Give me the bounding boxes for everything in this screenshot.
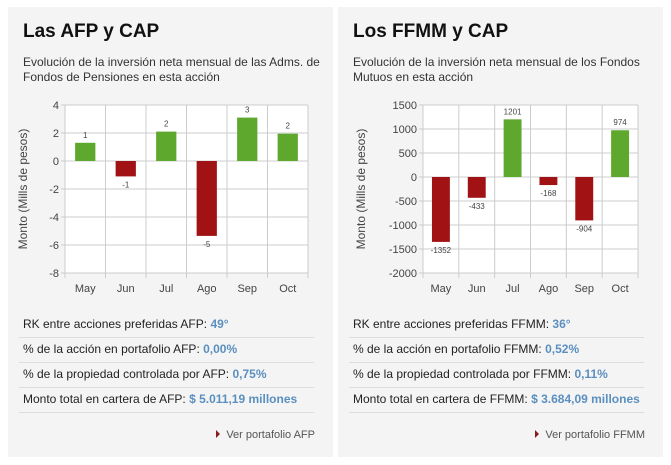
bar-jun [467,177,486,198]
data-label: -433 [469,202,486,211]
stat-value: $ 3.684,09 millones [531,392,640,406]
y-tick-label: 0 [411,172,417,184]
stat-total: Monto total en cartera de AFP: $ 5.011,1… [19,388,314,413]
stat-value: 36° [552,317,571,331]
stat-value: 0,75% [232,367,267,381]
stat-value: $ 5.011,19 millones [189,392,298,406]
link-label: Ver portafolio FFMM [545,429,645,441]
stat-label: % de la acción en portafolio FFMM: [353,342,546,356]
bar-oct [611,130,630,177]
bar-jul [156,131,177,161]
stat-label: % de la propiedad controlada por AFP: [23,367,233,381]
afp-bar-chart: 4 2 0 -2 -4 -6 -8 Monto (Mills de pesos) 1 May -1 J… [16,100,309,295]
x-tick-label: Oct [279,283,296,295]
data-label: 2 [286,122,291,131]
data-label: -5 [203,240,211,249]
triangle-right-icon [216,430,221,438]
x-tick-label: Jun [117,283,135,295]
data-label: -168 [540,189,557,198]
bar-oct [277,133,298,161]
y-tick-label: 1000 [393,124,417,136]
x-tick-label: May [431,283,452,295]
stat-label: RK entre acciones preferidas FFMM: [353,317,553,331]
y-tick-label: -1000 [389,220,417,232]
x-tick-label: May [75,283,96,295]
y-tick-label: 1500 [393,100,417,112]
bar-ago [539,177,558,186]
stat-portfolio-share: % de la acción en portafolio AFP: 0,00% [19,338,314,363]
panel-description: Evolución de la inversión neta mensual d… [23,55,320,84]
stat-ownership: % de la propiedad controlada por AFP: 0,… [19,363,314,388]
view-afp-portfolio-link[interactable]: Ver portafolio AFP [216,429,315,441]
stat-label: RK entre acciones preferidas AFP: [23,317,211,331]
stat-value: 0,52% [545,342,580,356]
x-tick-label: Ago [539,283,559,295]
y-tick-label: -6 [49,240,59,252]
bar-sep [575,177,594,221]
stat-value: 49° [210,317,229,331]
y-axis-label: Monto (Mills de pesos) [354,129,368,250]
y-tick-label: 4 [53,100,59,112]
bar-may [75,142,96,161]
x-tick-label: Oct [612,283,629,295]
stat-total: Monto total en cartera de FFMM: $ 3.684,… [349,388,644,413]
data-label: 3 [245,106,250,115]
stat-value: 0,00% [203,342,238,356]
data-label: 1 [83,131,88,140]
data-label: -1352 [431,246,452,255]
data-label: -1 [122,180,130,189]
triangle-right-icon [535,430,540,438]
panel-description: Evolución de la inversión neta mensual d… [353,55,640,84]
stat-value: 0,11% [574,367,608,381]
x-tick-label: Sep [574,283,594,295]
data-label: 2 [164,120,169,129]
x-tick-label: Sep [237,283,257,295]
x-tick-label: Jun [468,283,486,295]
x-tick-label: Jul [159,283,173,295]
bar-jul [503,119,522,177]
bar-ago [196,161,217,236]
stat-label: % de la acción en portafolio AFP: [23,342,204,356]
afp-stats: RK entre acciones preferidas AFP: 49° % … [19,313,314,413]
y-tick-label: -500 [395,196,417,208]
stat-label: Monto total en cartera de FFMM: [353,392,532,406]
y-tick-label: -4 [49,212,59,224]
stat-rk: RK entre acciones preferidas AFP: 49° [19,313,314,338]
ffmm-bar-chart: 1500 1000 500 0 -500 -1000 -1500 -2000 Monto (Mi… [354,100,639,295]
stat-rk: RK entre acciones preferidas FFMM: 36° [349,313,644,338]
bar-sep [237,117,258,161]
x-tick-label: Jul [506,283,520,295]
stat-label: % de la propiedad controlada por FFMM: [353,367,575,381]
y-tick-label: 2 [53,128,59,140]
panel-title: Los FFMM y CAP [353,21,509,42]
y-tick-label: -2 [49,184,59,196]
y-tick-label: 500 [399,148,417,160]
data-label: -904 [576,224,593,233]
stat-portfolio-share: % de la acción en portafolio FFMM: 0,52% [349,338,644,363]
data-label: 1201 [504,107,522,116]
y-axis-label: Monto (Mills de pesos) [16,129,30,250]
y-tick-label: -2000 [389,268,417,280]
stat-label: Monto total en cartera de AFP: [23,392,190,406]
data-label: 974 [613,118,627,127]
y-tick-label: 0 [53,156,59,168]
link-label: Ver portafolio AFP [226,429,315,441]
bar-jun [115,161,136,177]
ffmm-panel: Los FFMM y CAP Evolución de la inversión… [338,7,663,457]
y-tick-label: -8 [49,268,59,280]
ffmm-stats: RK entre acciones preferidas FFMM: 36° %… [349,313,644,413]
stat-ownership: % de la propiedad controlada por FFMM: 0… [349,363,644,388]
x-tick-label: Ago [197,283,217,295]
y-tick-label: -1500 [389,244,417,256]
panel-title: Las AFP y CAP [23,21,160,42]
bar-may [431,177,450,242]
afp-panel: Las AFP y CAP Evolución de la inversión … [8,7,333,457]
view-ffmm-portfolio-link[interactable]: Ver portafolio FFMM [535,429,645,441]
